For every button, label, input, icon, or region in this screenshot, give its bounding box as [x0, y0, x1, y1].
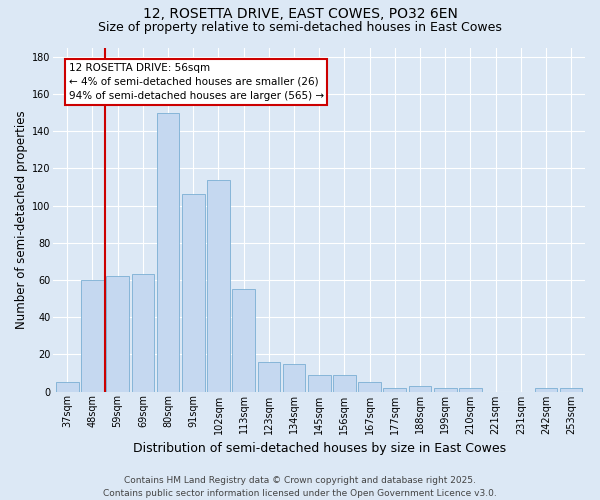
Text: Contains HM Land Registry data © Crown copyright and database right 2025.
Contai: Contains HM Land Registry data © Crown c… — [103, 476, 497, 498]
Bar — [409, 386, 431, 392]
Bar — [106, 276, 129, 392]
Bar — [257, 362, 280, 392]
Bar — [560, 388, 583, 392]
Bar — [535, 388, 557, 392]
Text: 12 ROSETTA DRIVE: 56sqm
← 4% of semi-detached houses are smaller (26)
94% of sem: 12 ROSETTA DRIVE: 56sqm ← 4% of semi-det… — [68, 63, 323, 101]
Bar — [207, 180, 230, 392]
Bar — [81, 280, 104, 392]
Bar — [182, 194, 205, 392]
Bar — [283, 364, 305, 392]
Bar — [459, 388, 482, 392]
Y-axis label: Number of semi-detached properties: Number of semi-detached properties — [15, 110, 28, 329]
Bar — [232, 289, 255, 392]
Text: Size of property relative to semi-detached houses in East Cowes: Size of property relative to semi-detach… — [98, 22, 502, 35]
Bar — [434, 388, 457, 392]
Bar — [308, 375, 331, 392]
Bar — [157, 112, 179, 392]
Bar — [56, 382, 79, 392]
X-axis label: Distribution of semi-detached houses by size in East Cowes: Distribution of semi-detached houses by … — [133, 442, 506, 455]
Bar — [131, 274, 154, 392]
Text: 12, ROSETTA DRIVE, EAST COWES, PO32 6EN: 12, ROSETTA DRIVE, EAST COWES, PO32 6EN — [143, 8, 457, 22]
Bar — [333, 375, 356, 392]
Bar — [358, 382, 381, 392]
Bar — [383, 388, 406, 392]
